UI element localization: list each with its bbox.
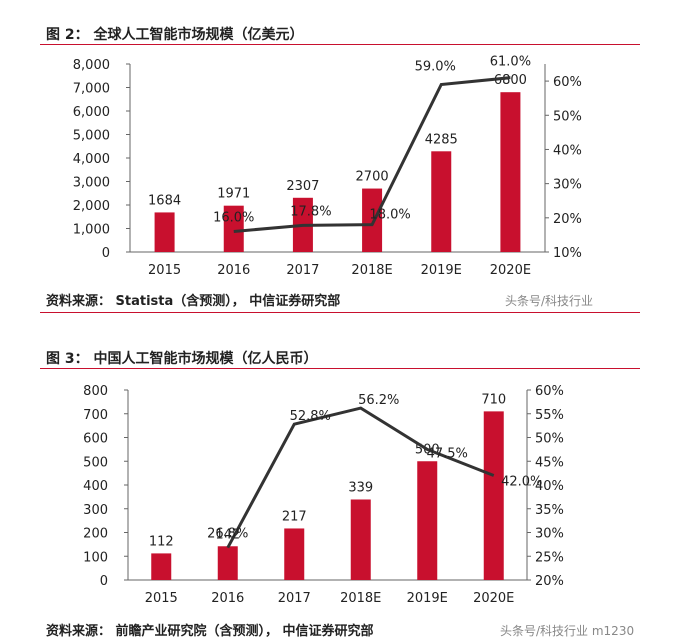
growth-label: 61.0% <box>490 55 531 70</box>
y-tick-label-left: 100 <box>83 550 108 565</box>
y-tick-label-left: 2,000 <box>73 199 110 214</box>
y-tick-label-left: 0 <box>100 574 108 589</box>
growth-line <box>233 76 511 233</box>
figure-title: 图 3： 中国人工智能市场规模（亿人民币） <box>46 351 318 367</box>
x-tick-label: 2019E <box>407 591 448 606</box>
y-tick-label-right: 60% <box>553 75 582 90</box>
bar-value-label: 1684 <box>148 193 181 208</box>
bar <box>154 212 175 252</box>
growth-label: 26.8% <box>207 527 248 542</box>
growth-label: 17.8% <box>290 204 331 219</box>
bar-value-label: 2307 <box>286 179 319 194</box>
growth-label: 18.0% <box>369 208 410 223</box>
x-tick-label: 2019E <box>421 263 462 278</box>
x-tick-label: 2016 <box>211 591 244 606</box>
y-tick-label-left: 3,000 <box>73 176 110 191</box>
y-tick-label-left: 1,000 <box>73 223 110 238</box>
bar <box>350 499 371 580</box>
y-tick-label-right: 35% <box>535 503 564 518</box>
chart-china-ai-market: 0 100 200 300 400 500 600 700 800 20% 25% 30% 35% 40%… <box>83 384 564 606</box>
bar-value-label: 1971 <box>217 187 250 202</box>
figure-china-ai-market: 图 3： 中国人工智能市场规模（亿人民币） 0 100 200 300 400 500 60… <box>0 340 692 644</box>
y-tick-label-right: 50% <box>553 109 582 124</box>
bar <box>217 546 238 580</box>
growth-label: 56.2% <box>358 393 399 408</box>
y-tick-label-left: 500 <box>83 455 108 470</box>
figure-title: 图 2： 全球人工智能市场规模（亿美元） <box>46 27 304 43</box>
bar-value-label: 112 <box>149 534 174 549</box>
y-tick-label-right: 60% <box>535 384 564 399</box>
y-tick-label-left: 6,000 <box>73 105 110 120</box>
x-tick-label: 2020E <box>490 263 531 278</box>
y-tick-label-right: 25% <box>535 550 564 565</box>
y-tick-label-right: 40% <box>535 479 564 494</box>
y-tick-label-right: 30% <box>535 527 564 542</box>
title-rule <box>40 368 640 369</box>
y-tick-label-left: 8,000 <box>73 58 110 73</box>
source-note: 资料来源： Statista（含预测）， 中信证券研究部 <box>46 294 341 309</box>
growth-label: 52.8% <box>290 409 331 424</box>
source-rule <box>40 312 640 313</box>
x-tick-label: 2017 <box>286 263 319 278</box>
bar-value-label: 2700 <box>356 170 389 185</box>
bar <box>151 553 172 580</box>
growth-label: 42.0% <box>501 475 542 490</box>
bar-value-label: 217 <box>282 509 307 524</box>
y-tick-label-left: 700 <box>83 408 108 423</box>
y-tick-label-right: 30% <box>553 178 582 193</box>
growth-label: 59.0% <box>415 60 456 75</box>
growth-label: 47.5% <box>427 446 468 461</box>
growth-label: 16.0% <box>213 210 254 225</box>
y-tick-label-right: 50% <box>535 432 564 447</box>
x-tick-label: 2016 <box>217 263 250 278</box>
y-tick-label-left: 400 <box>83 479 108 494</box>
bar-value-label: 4285 <box>425 132 458 147</box>
growth-line <box>226 406 495 549</box>
x-tick-label: 2018E <box>340 591 381 606</box>
chart-global-ai-market: 0 1,000 2,000 3,000 4,000 5,000 6,000 7,000 8,00… <box>73 55 582 278</box>
x-tick-label: 2017 <box>278 591 311 606</box>
figure-global-ai-market: 图 2： 全球人工智能市场规模（亿美元） 0 1,000 2,000 3,000 4,0… <box>0 0 692 320</box>
bar-value-label: 6800 <box>494 73 527 88</box>
y-tick-label-left: 4,000 <box>73 152 110 167</box>
x-tick-label: 2015 <box>148 263 181 278</box>
y-tick-label-left: 5,000 <box>73 129 110 144</box>
bar <box>417 461 438 580</box>
bar <box>431 151 452 252</box>
y-tick-label-left: 600 <box>83 432 108 447</box>
bar <box>500 92 521 252</box>
x-tick-label: 2018E <box>351 263 392 278</box>
source-note: 资料来源： 前瞻产业研究院（含预测）， 中信证券研究部 <box>46 624 374 639</box>
bar-value-label: 710 <box>481 392 506 407</box>
y-tick-label-right: 40% <box>553 143 582 158</box>
watermark: 头条号/科技行业 m1230 <box>500 624 635 638</box>
bar <box>284 528 305 580</box>
title-rule <box>40 44 640 45</box>
y-tick-label-right: 10% <box>553 246 582 261</box>
bar-value-label: 339 <box>348 480 373 495</box>
y-tick-label-left: 7,000 <box>73 82 110 97</box>
y-tick-label-left: 200 <box>83 527 108 542</box>
y-tick-label-right: 45% <box>535 455 564 470</box>
y-tick-label-left: 300 <box>83 503 108 518</box>
y-tick-label-left: 800 <box>83 384 108 399</box>
bar <box>223 205 244 252</box>
bar <box>362 188 383 252</box>
x-tick-label: 2015 <box>145 591 178 606</box>
x-tick-label: 2020E <box>473 591 514 606</box>
watermark: 头条号/科技行业 <box>505 294 594 308</box>
y-tick-label-left: 0 <box>102 246 110 261</box>
bar <box>483 411 504 580</box>
y-tick-label-right: 20% <box>553 212 582 227</box>
y-tick-label-right: 20% <box>535 574 564 589</box>
y-tick-label-right: 55% <box>535 408 564 423</box>
